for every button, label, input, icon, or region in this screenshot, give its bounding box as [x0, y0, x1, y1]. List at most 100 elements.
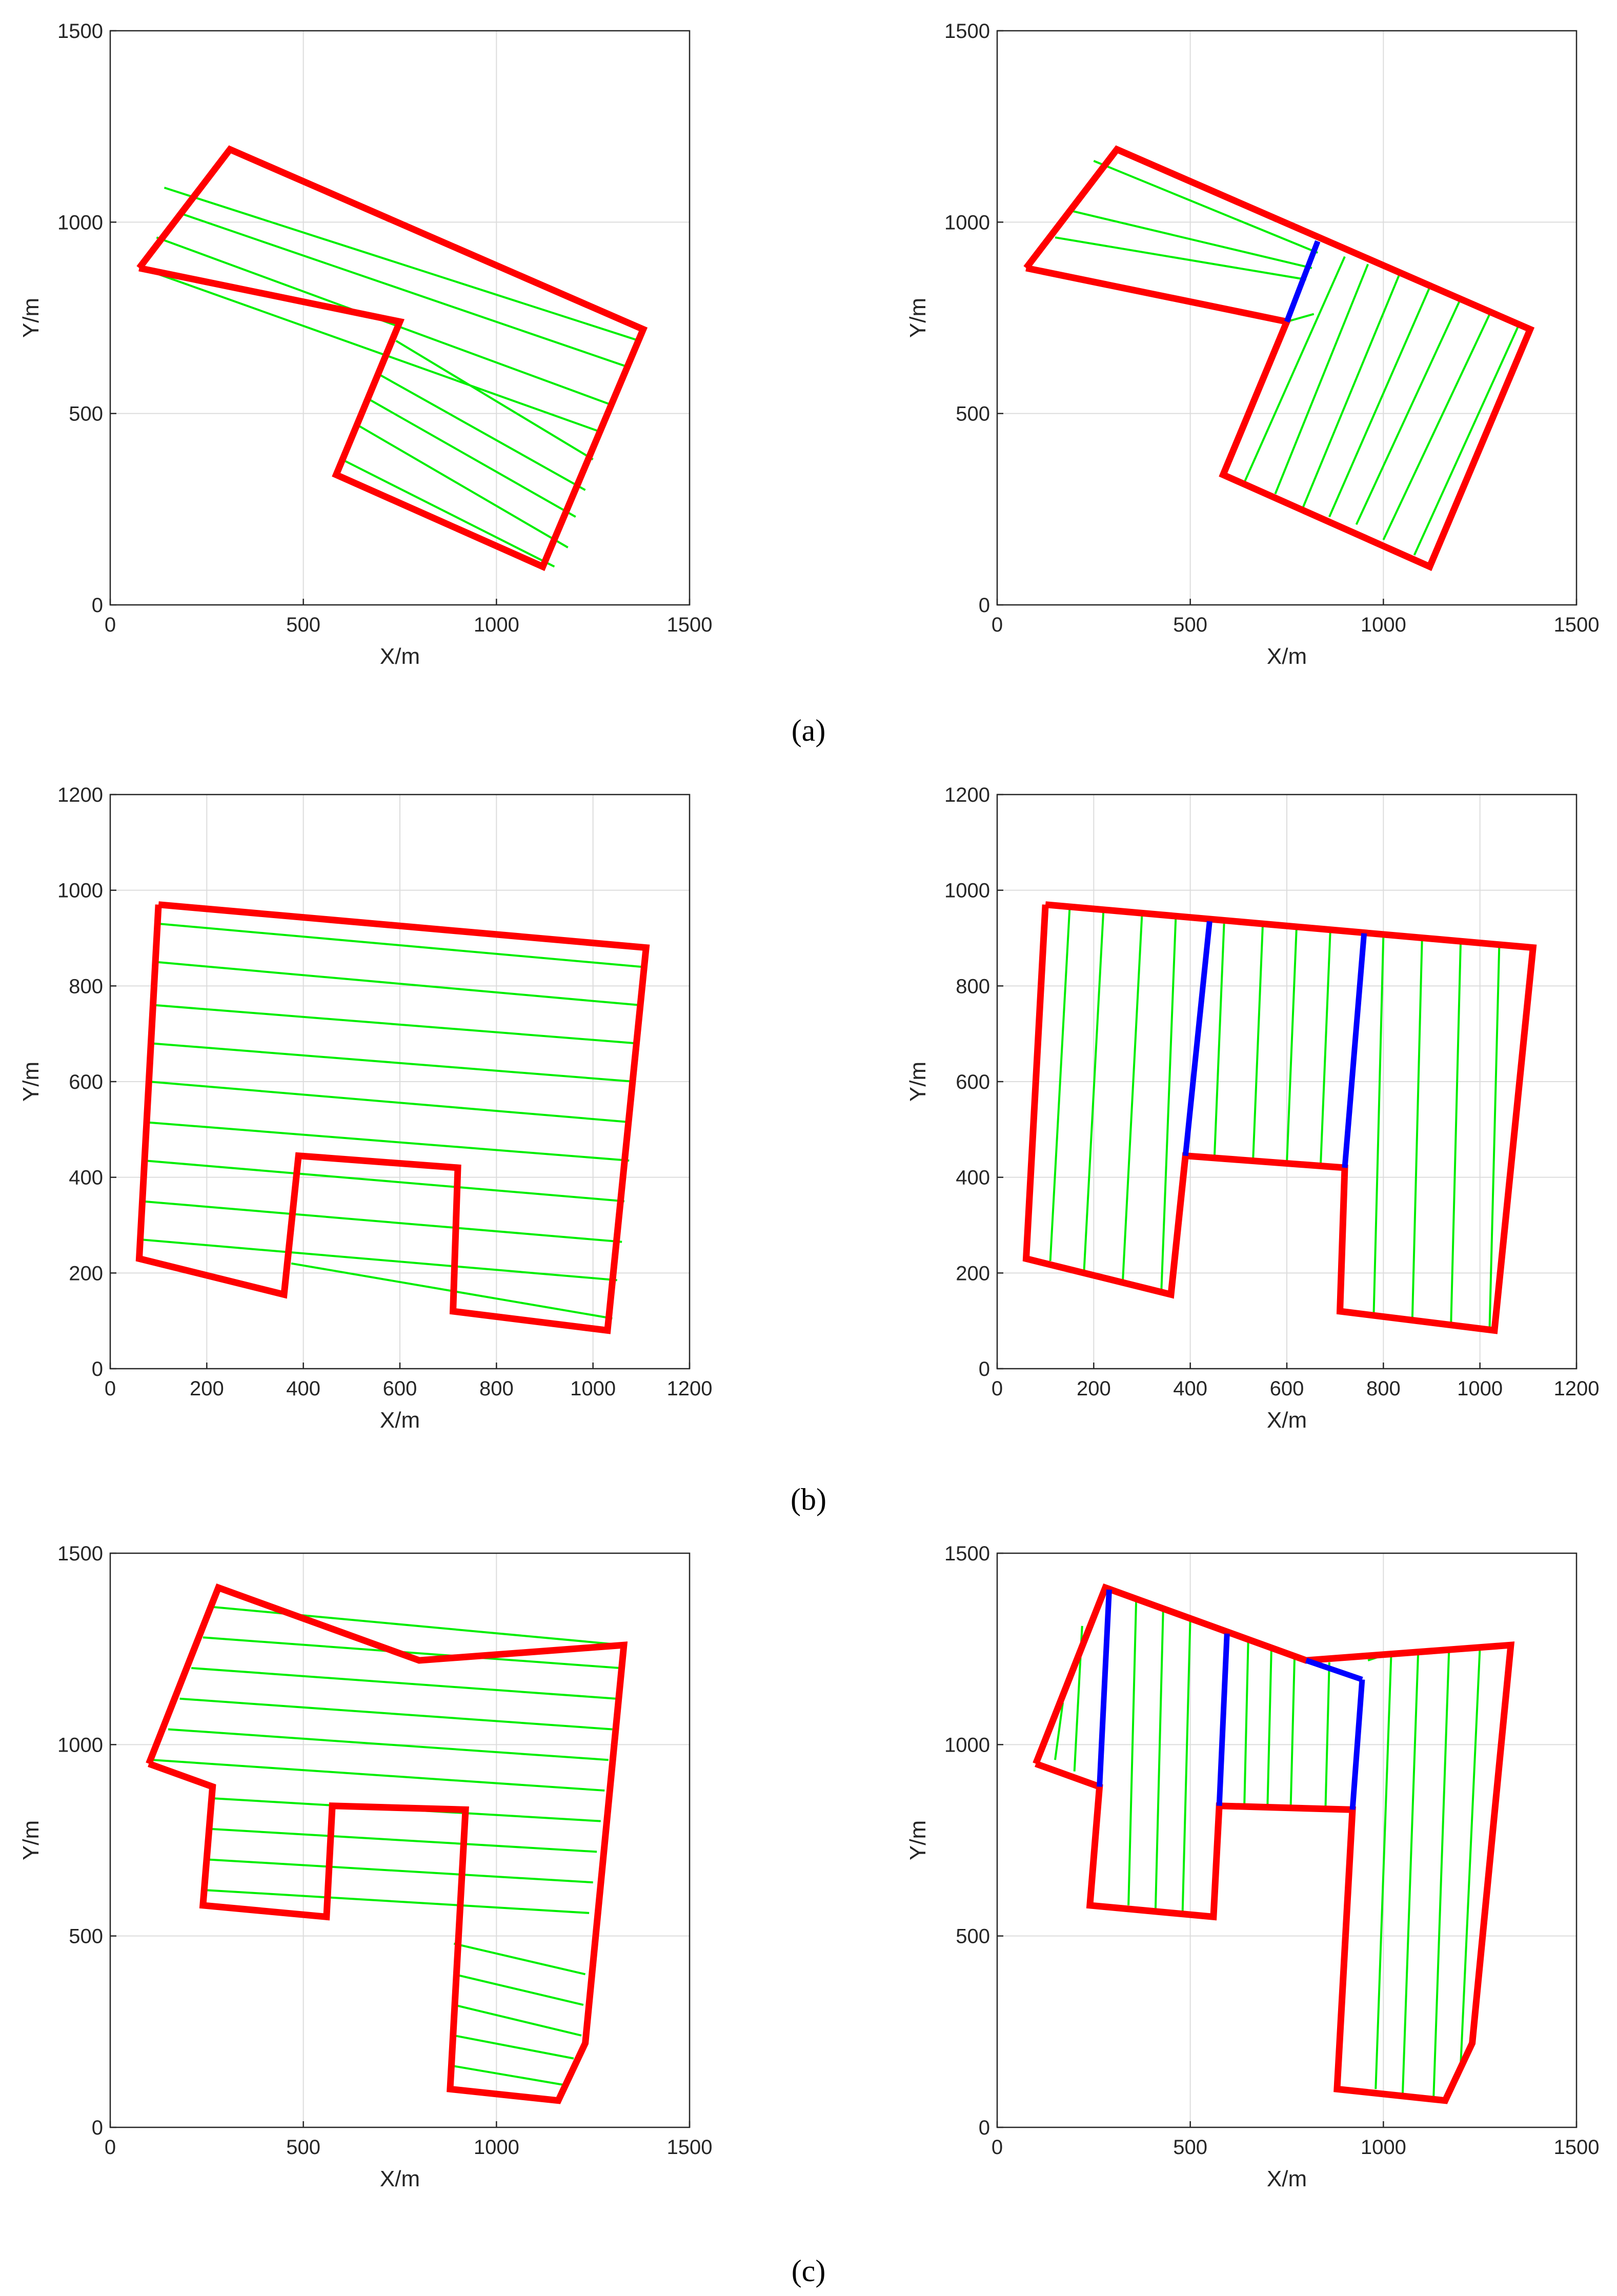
panel-2-ytick-label-0: 0	[979, 594, 990, 617]
panel-4-sweep-line-9	[1372, 936, 1385, 1314]
panel-2-axes-box	[996, 30, 1578, 606]
panel-5-sweep-line-14	[454, 2034, 574, 2060]
panel-3-sweep-line-9	[140, 1238, 617, 1282]
panel-1-xtick-label-3: 1500	[667, 614, 713, 636]
panel-3-ylabel: Y/m	[18, 1062, 44, 1102]
panel-4-ytick-label-6: 1200	[944, 784, 990, 806]
panel-1-xtick-label-0: 0	[105, 614, 116, 636]
panel-6-sweep-line-12	[1432, 1649, 1450, 2097]
panel-6-sweep-line-7	[1266, 1649, 1272, 1806]
panel-2-sweep-line-5	[1286, 313, 1315, 323]
panel-2-sweep-line-6	[1243, 256, 1346, 483]
panel-3-sweep-line-6	[146, 1121, 630, 1162]
panel-4-ytick-label-5: 1000	[944, 880, 990, 902]
panel-6-split-line-3	[1349, 1679, 1365, 1810]
panel-2-sweep-line-3	[1055, 236, 1306, 281]
panel-4-ytick-label-0: 0	[979, 1358, 990, 1380]
panel-6-sweep-line-5	[1181, 1618, 1191, 1913]
panel-5-axes-box	[109, 1552, 691, 2128]
panel-4-split-line-1	[1182, 921, 1212, 1156]
panel-2-ylabel: Y/m	[905, 298, 931, 338]
panel-5-sweep-line-8	[208, 1827, 597, 1853]
panel-3-xtick-label-0: 0	[105, 1377, 116, 1400]
panel-4-sweep-line-10	[1411, 940, 1423, 1319]
panel-1-sweep-line-5	[395, 340, 594, 460]
panel-4-xtick-label-6: 1200	[1554, 1377, 1600, 1400]
panel-3-xtick-label-4: 800	[479, 1377, 514, 1400]
panel-4-xtick-label-0: 0	[992, 1377, 1003, 1400]
panel-5-sweep-line-15	[454, 2065, 567, 2086]
panel-5-sweep-line-9	[207, 1858, 593, 1884]
panel-5-sweep-line-4	[179, 1697, 613, 1731]
panel-2-sweep-line-8	[1301, 275, 1400, 510]
panel-4-ytick-label-4: 800	[956, 975, 990, 998]
panel-6-sweep-line-10	[1375, 1656, 1392, 2089]
panel-5-ytick-label-0: 0	[92, 2117, 103, 2139]
panel-3-ytick-label-4: 800	[69, 975, 103, 998]
panel-6-sweep-line-6	[1243, 1641, 1249, 1806]
panel-5-sweep-line-5	[168, 1728, 609, 1761]
panel-6-xlabel: X/m	[1267, 2166, 1307, 2191]
panel-4-ytick-label-1: 200	[956, 1262, 990, 1285]
panel-6-sweep-line-3	[1127, 1599, 1138, 1905]
panel-2-sweep-line-10	[1355, 298, 1462, 525]
panel-1-sweep-line-2	[183, 213, 630, 369]
panel-1-sweep-line-8	[357, 424, 569, 548]
panel-5: 0 500 1000 1500 0 500 1000 1500 X/m Y/m	[18, 1542, 712, 2191]
panel-1-sweep-line-6	[380, 374, 586, 491]
panel-4-sweep-line-6	[1252, 926, 1264, 1161]
panel-3: 0 200 400 600 800 1000 1200 0 200 400 600 800 1000 12…	[18, 784, 712, 1433]
panel-5-xtick-label-3: 1500	[667, 2136, 713, 2159]
panel-6-xtick-label-1: 500	[1173, 2136, 1207, 2159]
panel-4-sweep-line-4	[1160, 916, 1177, 1292]
panel-2-xtick-label-2: 1000	[1361, 614, 1406, 636]
panel-4: 0 200 400 600 800 1000 1200 0 200 400 600 800 1000 12…	[905, 784, 1599, 1433]
panel-3-sweep-line-5	[149, 1081, 632, 1124]
panel-2: 0 500 1000 1500 0 500 1000 1500 X/m Y/m	[905, 20, 1599, 669]
panel-1-xtick-label-2: 1000	[474, 614, 519, 636]
panel-4-sweep-line-7	[1286, 928, 1298, 1163]
caption-c: (c)	[792, 2254, 826, 2288]
panel-1-sweep-line-9	[341, 458, 555, 568]
panel-2-sweep-line-1	[1093, 160, 1319, 254]
panel-4-sweep-line-12	[1488, 945, 1501, 1328]
panel-1-ytick-label-1: 500	[69, 403, 103, 425]
panel-1-sweep-line-4	[140, 267, 603, 434]
panel-5-ylabel: Y/m	[18, 1820, 44, 1860]
panel-6-sweep-line-8	[1289, 1656, 1296, 1808]
panel-3-sweep-line-1	[158, 923, 642, 968]
panel-6-sweep-line-1	[1054, 1702, 1064, 1760]
panel-5-sweep-line-3	[191, 1667, 617, 1700]
panel-5-xtick-label-2: 1000	[474, 2136, 519, 2159]
panel-4-xlabel: X/m	[1267, 1408, 1307, 1433]
panel-5-xtick-label-0: 0	[105, 2136, 116, 2159]
panel-4-xtick-label-1: 200	[1077, 1377, 1111, 1400]
panel-4-xtick-label-4: 800	[1366, 1377, 1401, 1400]
panel-6-split-line-2	[1216, 1633, 1230, 1806]
panel-4-xtick-label-3: 600	[1270, 1377, 1304, 1400]
panel-6-ytick-label-1: 500	[956, 1925, 990, 1948]
panel-2-sweep-line-7	[1274, 263, 1369, 495]
panel-2-xtick-label-0: 0	[992, 614, 1003, 636]
caption-a: (a)	[792, 714, 826, 747]
panel-3-ytick-label-5: 1000	[57, 880, 103, 902]
panel-6-xtick-label-2: 1000	[1361, 2136, 1406, 2159]
panel-3-xtick-label-1: 200	[190, 1377, 224, 1400]
panel-5-boundary-1	[146, 1583, 628, 2104]
panel-3-sweep-line-4	[151, 1042, 634, 1083]
panel-3-xtick-label-5: 1000	[570, 1377, 616, 1400]
panel-2-sweep-line-2	[1070, 209, 1312, 269]
panel-4-sweep-line-8	[1319, 930, 1331, 1166]
panel-4-split-line-2	[1342, 933, 1367, 1168]
panel-3-ytick-label-6: 1200	[57, 784, 103, 806]
panel-6-sweep-line-11	[1402, 1653, 1420, 2093]
panel-1-axes-box	[109, 30, 691, 606]
panel-2-split-line-1	[1284, 240, 1321, 323]
panel-4-xtick-label-2: 400	[1173, 1377, 1207, 1400]
panel-3-sweep-line-2	[156, 961, 639, 1006]
panel-6-sweep-line-4	[1154, 1607, 1164, 1909]
panel-5-ytick-label-1: 500	[69, 1925, 103, 1948]
panel-4-sweep-line-2	[1083, 911, 1105, 1271]
chart-panels: 0 500 1000 1500 0 500 1000 1500 X/m Y/m 0 500 1000 15…	[18, 20, 1599, 2191]
